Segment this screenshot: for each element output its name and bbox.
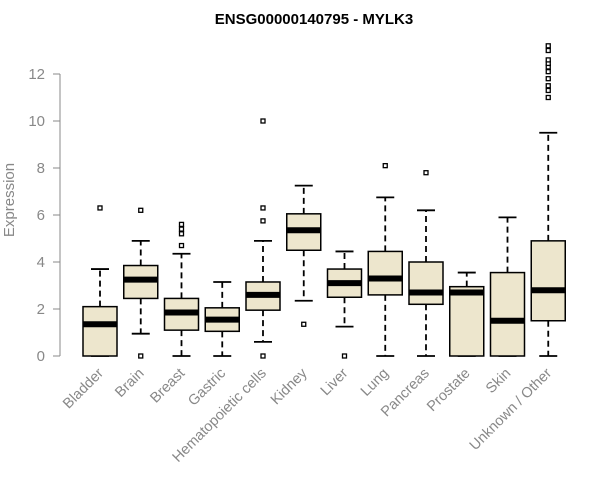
x-category-label: Brain <box>112 366 147 401</box>
outlier-point <box>178 231 185 237</box>
chart-title: ENSG00000140795 - MYLK3 <box>215 11 413 28</box>
box-pancreas <box>408 170 444 357</box>
outlier-point <box>545 94 551 101</box>
y-axis: 0 2 4 6 8 10 12 <box>28 66 61 365</box>
box-breast <box>163 221 200 357</box>
iqr-box <box>408 261 444 306</box>
y-tick-label: 4 <box>37 254 45 271</box>
box-hematopoietic-cells <box>245 118 281 359</box>
outlier-point <box>260 118 266 124</box>
outlier-point <box>545 76 551 82</box>
y-tick-label: 12 <box>28 66 45 83</box>
x-category-label: Kidney <box>268 365 311 408</box>
iqr-box <box>489 271 526 357</box>
iqr-box <box>530 240 566 322</box>
box-gastric <box>204 281 240 357</box>
outlier-point <box>260 218 266 224</box>
x-category-label: Lung <box>358 366 392 400</box>
box-bladder <box>82 205 118 357</box>
outlier-point <box>260 205 266 211</box>
x-category-label: Liver <box>318 365 352 399</box>
box-liver <box>326 250 363 359</box>
box-unknown-other <box>530 43 566 357</box>
outlier-point <box>423 170 429 176</box>
iqr-box <box>449 285 485 357</box>
outlier-point <box>382 162 388 169</box>
outlier-point <box>341 353 348 359</box>
outlier-point <box>545 69 551 75</box>
y-tick-label: 2 <box>37 301 45 318</box>
outlier-point <box>545 57 551 63</box>
outlier-point <box>545 43 551 49</box>
iqr-box <box>367 250 403 296</box>
box-kidney <box>286 184 322 327</box>
x-category-label: Bladder <box>60 365 107 412</box>
outlier-point <box>178 221 185 228</box>
outlier-point <box>178 242 185 249</box>
outlier-point <box>545 47 551 54</box>
outlier-point <box>301 321 307 327</box>
outlier-point <box>545 87 551 94</box>
box-skin <box>489 216 526 357</box>
box-lung <box>367 162 403 357</box>
y-axis-label: Expression <box>1 163 18 237</box>
x-category-label: Prostate <box>424 366 473 415</box>
y-tick-label: 8 <box>37 160 45 177</box>
y-tick-label: 10 <box>28 113 45 130</box>
outlier-point <box>138 207 144 213</box>
x-category-label: Skin <box>483 366 514 397</box>
boxes-group <box>82 43 566 359</box>
outlier-point <box>138 353 144 359</box>
outlier-point <box>260 353 266 359</box>
outlier-point <box>545 83 551 89</box>
y-tick-label: 0 <box>37 348 45 365</box>
box-prostate <box>449 271 485 357</box>
outlier-point <box>97 205 103 211</box>
box-brain <box>123 207 159 359</box>
x-category-label: Breast <box>147 366 188 407</box>
iqr-box <box>82 305 118 357</box>
y-tick-label: 6 <box>37 207 45 224</box>
outlier-point <box>178 226 185 232</box>
